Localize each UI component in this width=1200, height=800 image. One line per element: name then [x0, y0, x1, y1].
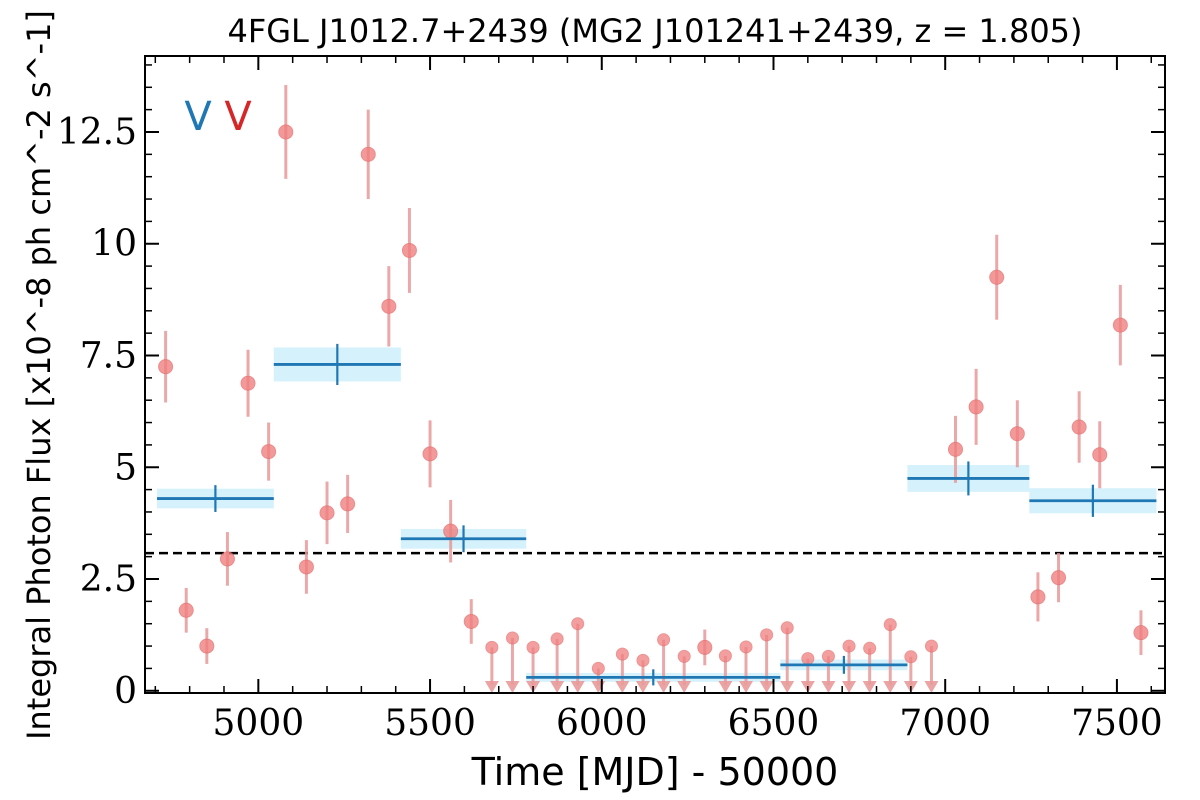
data-point [178, 602, 194, 618]
chart-title: 4FGL J1012.7+2439 (MG2 J101241+2439, z =… [227, 12, 1082, 50]
data-point [948, 441, 964, 457]
upper-limit-point [657, 633, 671, 647]
upper-limit-arrow [821, 681, 836, 693]
upper-limit-point [550, 632, 564, 646]
marker-label-red: V [224, 94, 252, 140]
x-tick-label: 7500 [1071, 703, 1163, 744]
upper-limit-arrow [656, 681, 671, 693]
upper-limit-point [760, 628, 774, 642]
data-point [261, 444, 277, 460]
data-point [1009, 426, 1025, 442]
upper-limit-point [801, 652, 815, 666]
upper-limit-point [636, 653, 650, 667]
x-tick-label: 7000 [899, 703, 991, 744]
upper-limit-point [924, 639, 938, 653]
data-point [158, 359, 174, 375]
data-point [1092, 447, 1108, 463]
data-point [989, 269, 1005, 285]
data-point [240, 375, 256, 391]
data-point [422, 446, 438, 462]
upper-limit-arrow [862, 681, 877, 693]
data-point [199, 638, 215, 654]
upper-limit-arrow [615, 681, 630, 693]
data-point [401, 242, 417, 258]
upper-limit-point [505, 631, 519, 645]
upper-limit-point [780, 621, 794, 635]
upper-limit-point [485, 640, 499, 654]
upper-limit-point [526, 640, 540, 654]
upper-limit-arrow [718, 681, 733, 693]
upper-limit-point [739, 640, 753, 654]
data-point [219, 551, 235, 567]
y-tick-label: 5 [114, 447, 137, 488]
upper-limit-point [615, 647, 629, 661]
upper-limit-point [842, 639, 856, 653]
x-tick-label: 5000 [213, 703, 305, 744]
data-point [278, 124, 294, 140]
upper-limit-arrow [677, 681, 692, 693]
upper-limit-arrow [842, 681, 857, 693]
x-tick-label: 5500 [384, 703, 476, 744]
data-point [360, 146, 376, 162]
data-point [1051, 570, 1067, 586]
data-point [697, 639, 713, 655]
marker-label-blue: V [184, 94, 212, 140]
data-point [319, 505, 335, 521]
y-tick-label: 2.5 [80, 559, 137, 600]
upper-limit-point [571, 617, 585, 631]
data-point [381, 298, 397, 314]
upper-limit-arrow [739, 681, 754, 693]
data-point [1071, 419, 1087, 435]
y-tick-label: 0 [114, 671, 137, 712]
x-axis-label: Time [MJD] - 50000 [471, 750, 839, 794]
upper-limit-point [677, 649, 691, 663]
y-tick-label: 10 [91, 224, 137, 265]
upper-limit-arrow [780, 681, 795, 693]
upper-limit-arrow [570, 681, 585, 693]
upper-limit-arrow [484, 681, 499, 693]
y-tick-label: 12.5 [57, 112, 137, 153]
upper-limit-arrow [635, 681, 650, 693]
axes-frame [144, 55, 1166, 694]
upper-limit-point [718, 649, 732, 663]
upper-limit-arrow [505, 681, 520, 693]
upper-limit-arrow [759, 681, 774, 693]
data-point [340, 496, 356, 512]
upper-limit-point [883, 618, 897, 632]
upper-limit-point [821, 649, 835, 663]
x-tick-label: 6000 [556, 703, 648, 744]
y-axis-label: Integral Photon Flux [x10^-8 ph cm^-2 s^… [20, 10, 58, 740]
upper-limit-arrow [550, 681, 565, 693]
y-tick-label: 7.5 [80, 336, 137, 377]
data-point [1133, 625, 1149, 641]
upper-limit-arrow [924, 681, 939, 693]
data-point [298, 559, 314, 575]
data-point [1112, 317, 1128, 333]
upper-limit-point [904, 650, 918, 664]
data-point [443, 523, 459, 539]
upper-limit-arrow [883, 681, 898, 693]
x-tick-label: 6500 [728, 703, 820, 744]
data-point [463, 613, 479, 629]
data-point [968, 399, 984, 415]
upper-limit-point [591, 661, 605, 675]
data-point [1030, 589, 1046, 605]
upper-limit-point [863, 641, 877, 655]
